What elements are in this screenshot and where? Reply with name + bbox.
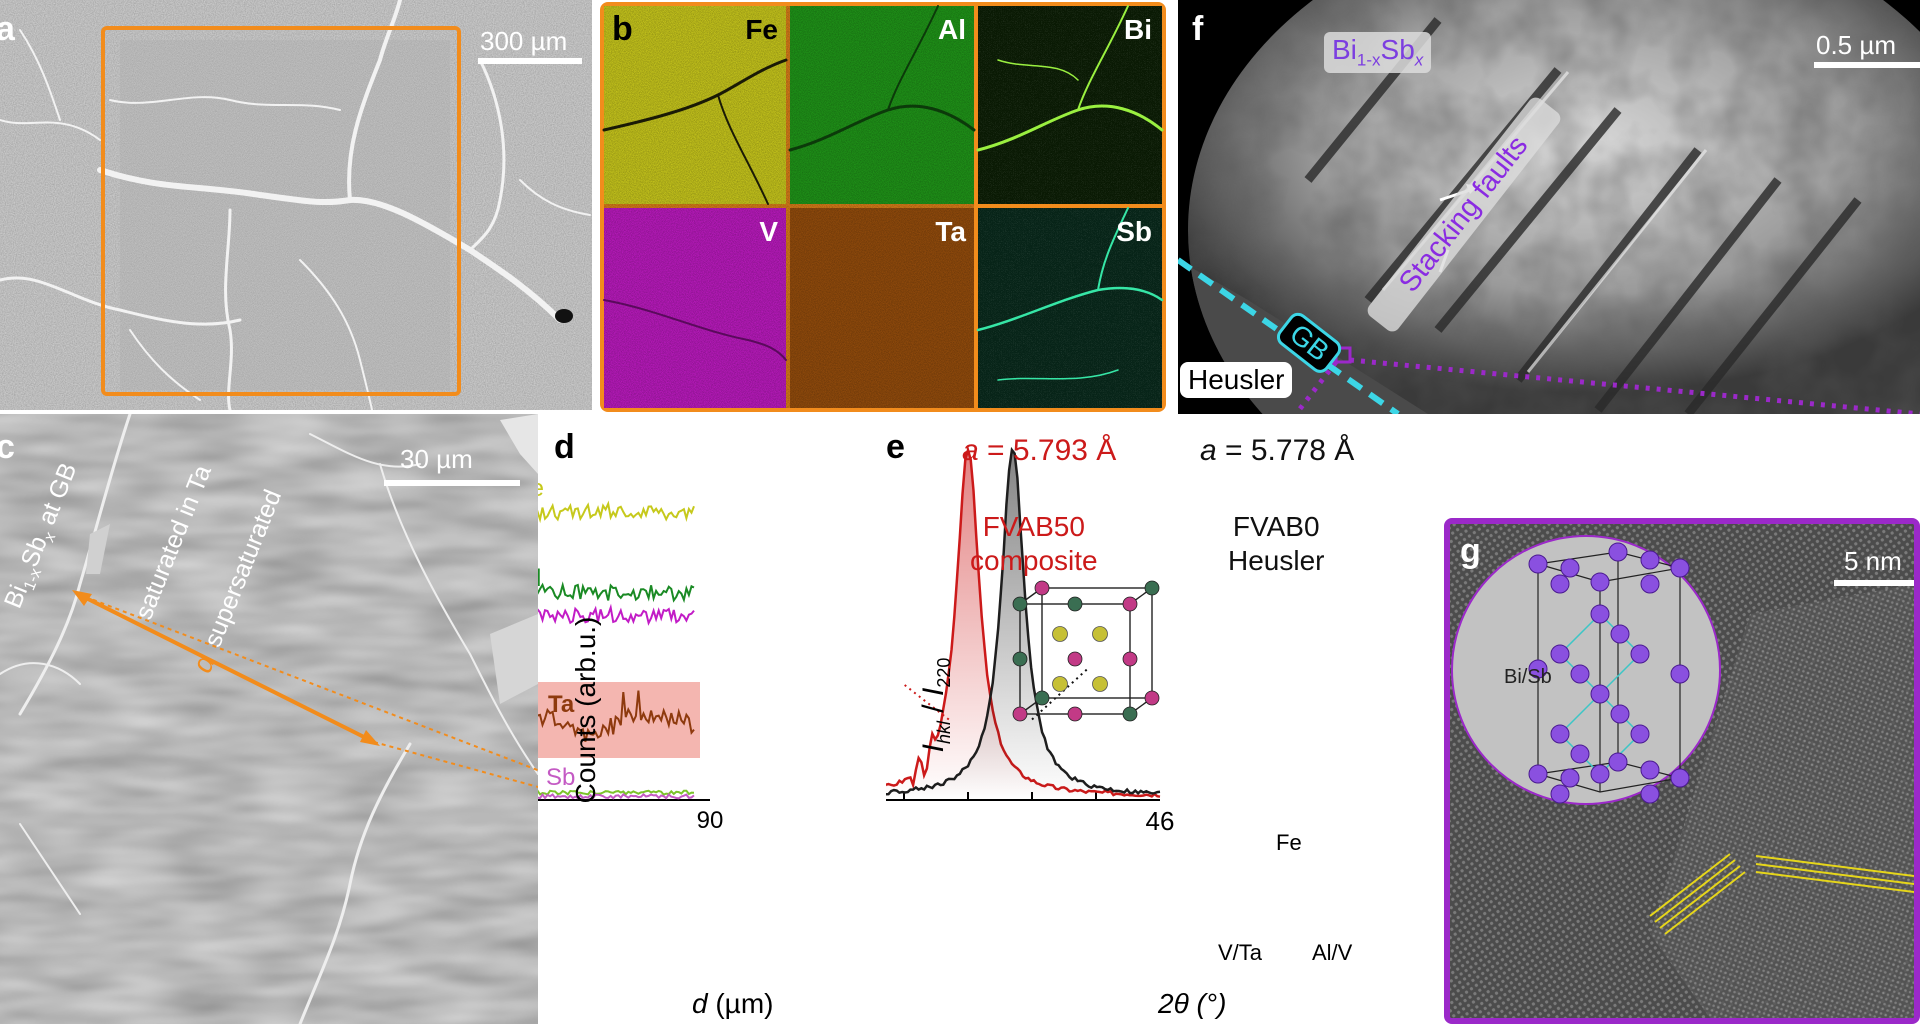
panel-b-label: b <box>612 10 633 48</box>
cell-label-alv: Al/V <box>1312 940 1353 965</box>
panel-f-phase-label: Bi1-xSbx <box>1324 32 1432 73</box>
heusler-label: Heusler <box>1180 362 1293 398</box>
panel-d-label: d <box>554 428 575 466</box>
series-line-sb <box>538 793 695 800</box>
series-line-ta <box>538 690 695 742</box>
panel-e-chart: 014346 <box>886 445 1175 836</box>
series-line-fe <box>538 500 695 524</box>
panel-d-xlabel: d (µm) <box>692 988 774 1019</box>
panel-e-xrd: 014346 e Ihkl / I220 2θ (°) a = 5.793 Å … <box>886 414 1434 1024</box>
series-label-fvab0: FVAB0 Heusler <box>1228 511 1325 576</box>
panel-c-scale-bar <box>384 480 520 486</box>
crystal-cell-inset <box>1012 580 1160 722</box>
panel-g-scale-bar <box>1834 580 1914 586</box>
panel-a-sem-image: a 300 µm <box>0 0 592 410</box>
lattice-param-red: a = 5.793 Å <box>962 434 1117 467</box>
panel-b-map-grid <box>600 2 1166 412</box>
panel-a-scale-bar <box>478 58 582 64</box>
panel-d-line-scan: FeAlVTaBiSb090 d Counts (arb.u.) d (µm) <box>538 414 886 1024</box>
panel-c-sem-image: c 30 µm Bi1-xSbx at GB saturated in Ta s… <box>0 414 538 1024</box>
series-label-fvab50: FVAB50 composite <box>970 511 1098 576</box>
series-line-v <box>538 603 695 626</box>
panel-f-tem-image: f Bi1-xSbx 0.5 µm Stacking faults GB Heu… <box>1178 0 1920 414</box>
cell-label-vta: V/Ta <box>1218 940 1263 965</box>
panel-d-xtick-90: 90 <box>697 807 724 834</box>
panel-f-scale-text: 0.5 µm <box>1816 30 1897 60</box>
xrd-series-1 <box>886 446 1161 796</box>
panel-e-xtick-46: 46 <box>1146 806 1175 836</box>
map-label-sb: Sb <box>1116 216 1152 247</box>
series-label-al: Al <box>538 565 541 592</box>
panel-a-micrograph <box>0 0 592 410</box>
panel-g-hrtem: g 5 nm Bi/Sb <box>1444 518 1920 1024</box>
panel-f-label: f <box>1192 10 1204 48</box>
panel-g-scale-text: 5 nm <box>1844 546 1902 576</box>
panel-c-micrograph <box>0 414 538 1024</box>
panel-e-ylabel: Ihkl / I220 <box>917 657 954 753</box>
map-label-bi: Bi <box>1124 14 1152 45</box>
map-label-al: Al <box>938 14 966 45</box>
panel-c-scale-text: 30 µm <box>400 444 473 474</box>
cell-label-fe: Fe <box>1276 830 1302 855</box>
series-label-ta: Ta <box>548 691 575 718</box>
panel-g-label: g <box>1460 532 1481 570</box>
panel-e-label: e <box>886 428 905 466</box>
peak-fill-0 <box>886 450 1160 800</box>
series-label-fe: Fe <box>538 475 544 502</box>
panel-d-chart: FeAlVTaBiSb090 <box>538 475 724 834</box>
panel-c-label: c <box>0 428 15 466</box>
panel-a-scale-text: 300 µm <box>480 26 568 56</box>
lattice-param-black: a = 5.778 Å <box>1200 434 1355 467</box>
panel-a-label: a <box>0 10 15 48</box>
map-label-ta: Ta <box>935 216 966 247</box>
map-label-v: V <box>759 216 778 247</box>
panel-b-eds-maps: b Fe Al Bi V Ta Sb <box>598 0 1168 414</box>
atom-label-bisb: Bi/Sb <box>1504 666 1552 688</box>
peak-fill-1 <box>886 450 1160 800</box>
panel-d-ylabel: Counts (arb.u.) <box>570 616 601 804</box>
panel-e-xlabel: 2θ (°) <box>1158 988 1227 1019</box>
map-label-fe: Fe <box>745 14 778 45</box>
series-line-al <box>538 581 695 604</box>
panel-g-micrograph <box>1450 524 1914 1018</box>
panel-f-scale-bar <box>1814 62 1920 68</box>
series-label-sb: Sb <box>546 764 575 791</box>
series-line-bi <box>538 789 695 796</box>
panel-a-roi-box <box>101 26 461 396</box>
